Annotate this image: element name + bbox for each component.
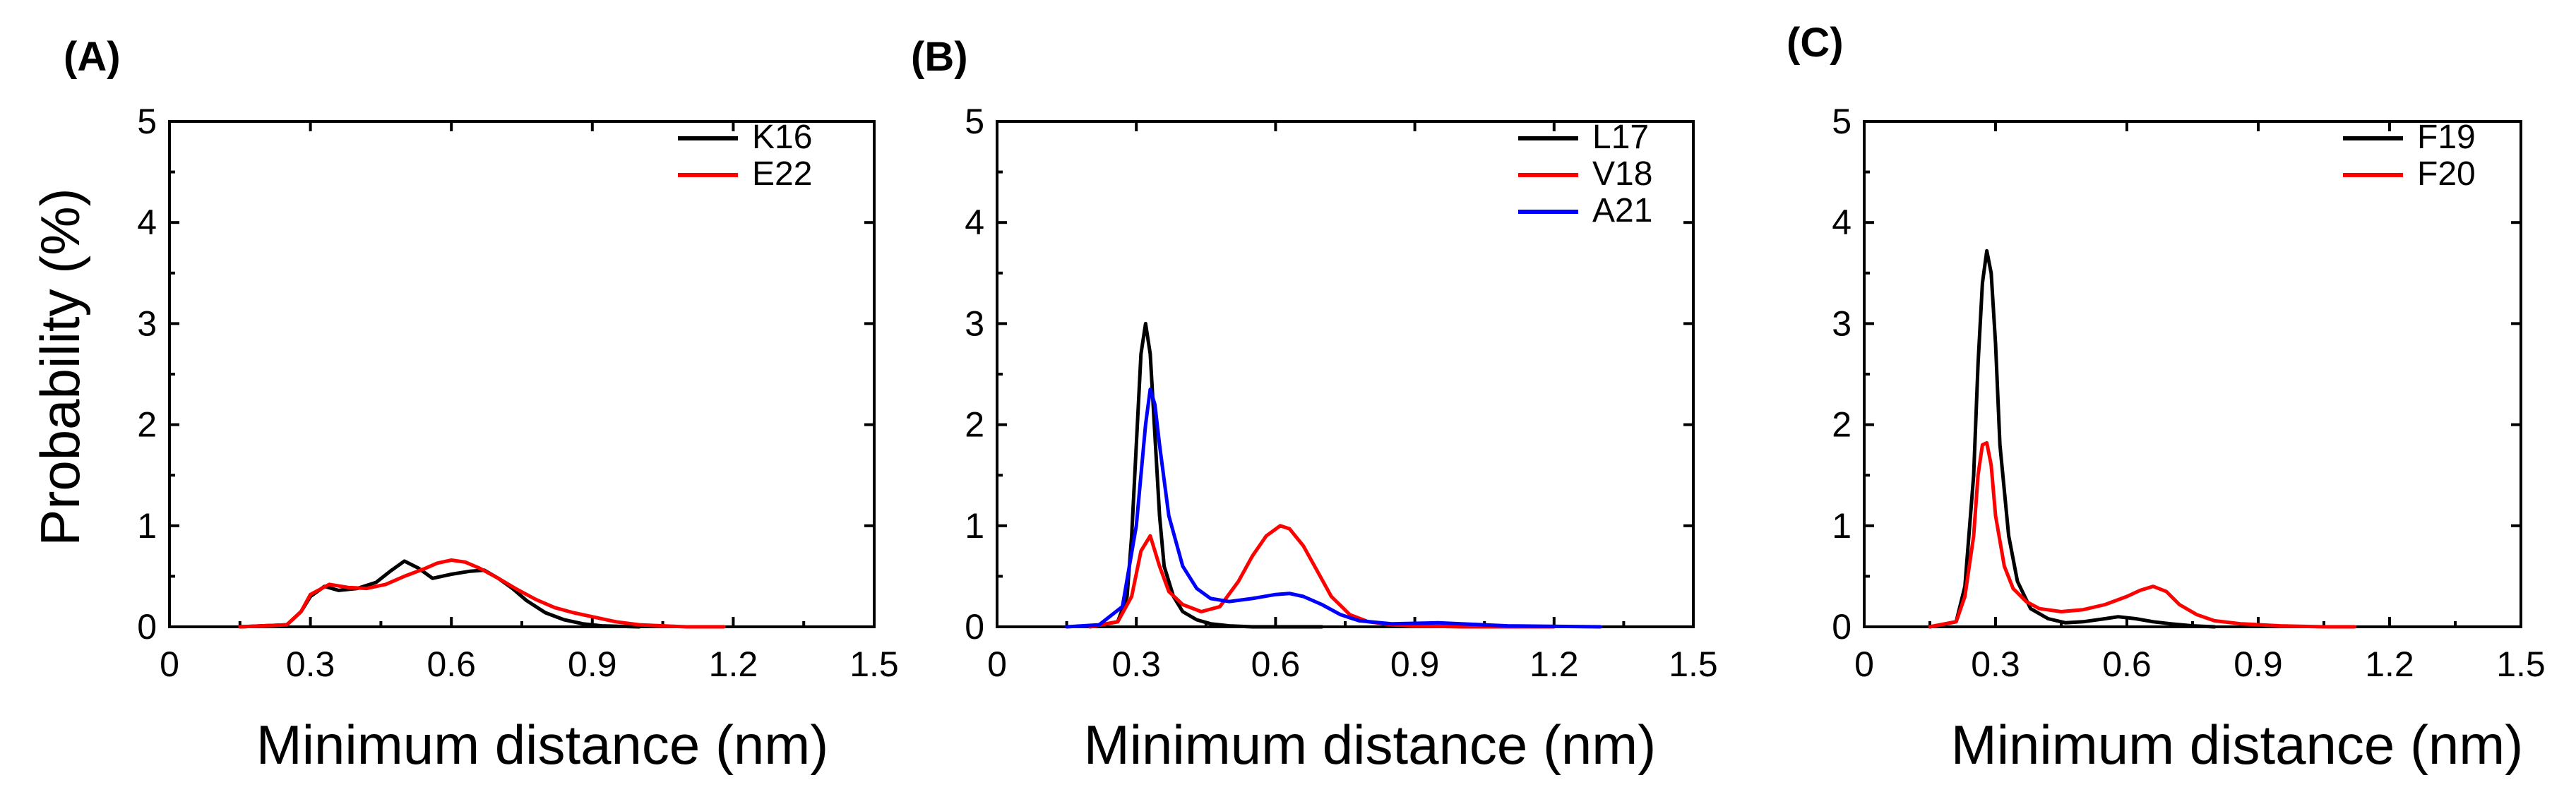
panel-c-x-tick-label: 0.6 — [2102, 644, 2152, 684]
panel-a-label: (A) — [64, 34, 121, 80]
panel-b-y-tick-label: 4 — [965, 203, 984, 242]
panel-a-y-tick-label: 3 — [137, 304, 157, 343]
panel-a-legend-label-k16: K16 — [752, 119, 812, 156]
panel-b-y-tick-label: 2 — [965, 405, 984, 445]
panel-b-label: (B) — [911, 34, 968, 80]
y-axis-title: Probability (%) — [29, 188, 91, 546]
panel-a-x-tick-label: 0.6 — [427, 644, 476, 684]
panel-b-y-tick-label: 0 — [965, 607, 984, 647]
panel-c-y-tick-label: 2 — [1832, 405, 1852, 445]
panel-c-x-tick-label: 0.9 — [2234, 644, 2283, 684]
panel-c-y-tick-label: 3 — [1832, 304, 1852, 343]
panel-b-y-tick-label: 3 — [965, 304, 984, 343]
panel-c-label: (C) — [1787, 20, 1844, 66]
panel-b-legend-label-v18: V18 — [1592, 155, 1652, 193]
panel-a-y-tick-label: 2 — [137, 405, 157, 445]
panel-b-x-tick-label: 1.5 — [1669, 644, 1718, 684]
panel-a-frame — [168, 120, 876, 628]
panel-c-legend-label-f19: F19 — [2417, 119, 2476, 156]
panel-c-series-f20-line — [1928, 440, 2356, 629]
panel-c-y-tick-label: 0 — [1832, 607, 1852, 647]
panel-c-legend-label-f20: F20 — [2417, 155, 2476, 193]
panel-b-legend-label-a21: A21 — [1592, 192, 1652, 229]
panel-c-x-tick-label: 1.2 — [2365, 644, 2414, 684]
panel-a-y-tick-label: 1 — [137, 506, 157, 546]
panel-b-x-tick-label: 0.6 — [1251, 644, 1301, 684]
panel-b-y-tick-label: 1 — [965, 506, 984, 546]
panel-b-series-v18-line — [1088, 524, 1556, 629]
panel-b-x-axis-title: Minimum distance (nm) — [1084, 714, 1657, 776]
panel-b-x-tick-label: 0.3 — [1111, 644, 1161, 684]
panel-a-y-tick-label: 4 — [137, 203, 157, 242]
panel-a-x-tick-label: 0.3 — [286, 644, 335, 684]
panel-b-x-tick-label: 1.2 — [1530, 644, 1579, 684]
panel-c: (C) Minimum distance (nm) 0 0.3 0.6 0.9 1.2 1… — [1787, 20, 2546, 776]
panel-a-x-tick-label: 0.9 — [568, 644, 617, 684]
panel-c-y-tick-label: 5 — [1832, 102, 1852, 141]
panel-b-legend-label-l17: L17 — [1592, 119, 1649, 156]
panel-c-x-axis-title: Minimum distance (nm) — [1951, 714, 2524, 776]
panel-c-series-f19-line — [1928, 248, 2217, 629]
panel-c-x-tick-label: 1.5 — [2496, 644, 2546, 684]
panel-a-series-e22-line — [238, 558, 726, 629]
panel-b: (B) Minimum distance (nm) 0 0.3 0.6 0.9 1.2 1… — [911, 34, 1718, 776]
panel-b-series-a21-line — [1065, 388, 1602, 629]
panel-b-x-tick-label: 0 — [987, 644, 1007, 684]
panel-a: (A) Minimum distance (nm) 0 0.3 0.6 0.9 1.2 1… — [64, 34, 899, 776]
panel-a-y-tick-label: 0 — [137, 607, 157, 647]
panel-a-x-tick-label: 0 — [160, 644, 179, 684]
panel-a-series-k16-line — [238, 559, 641, 629]
panel-a-legend-label-e22: E22 — [752, 155, 812, 193]
panel-c-y-tick-label: 4 — [1832, 203, 1852, 242]
panel-b-y-tick-label: 5 — [965, 102, 984, 141]
panel-a-x-tick-label: 1.2 — [709, 644, 758, 684]
panel-a-x-axis-title: Minimum distance (nm) — [256, 714, 829, 776]
panel-c-y-tick-label: 1 — [1832, 506, 1852, 546]
panel-a-y-tick-label: 5 — [137, 102, 157, 141]
panel-a-x-tick-label: 1.5 — [849, 644, 899, 684]
panel-b-frame — [996, 120, 1695, 628]
panel-c-x-tick-label: 0 — [1854, 644, 1874, 684]
panel-b-x-tick-label: 0.9 — [1390, 644, 1440, 684]
panel-c-frame — [1863, 120, 2522, 628]
panel-c-x-tick-label: 0.3 — [1971, 644, 2020, 684]
panel-b-series-l17-line — [1088, 321, 1324, 629]
